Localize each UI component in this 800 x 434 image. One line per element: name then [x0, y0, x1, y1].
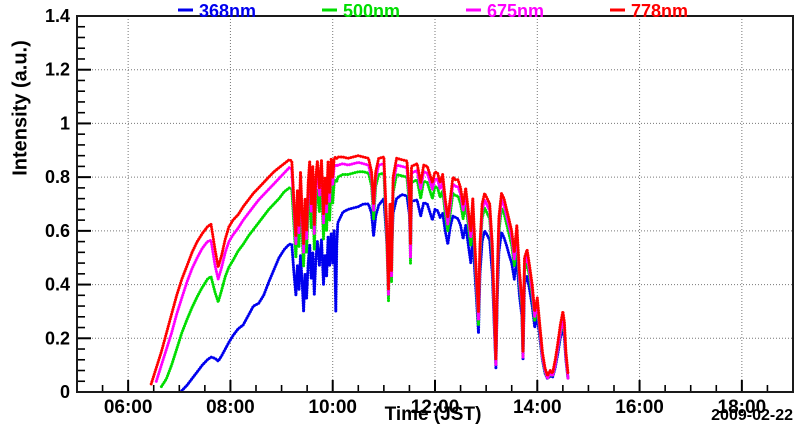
y-tick-label: 1.4 [45, 6, 70, 26]
y-tick-label: 0.2 [45, 328, 70, 348]
x-tick-label: 10:00 [308, 397, 357, 418]
plot-frame [76, 15, 794, 393]
x-tick-label: 14:00 [513, 397, 562, 418]
x-tick-label: 06:00 [104, 397, 153, 418]
y-axis-title: Intensity (a.u.) [9, 40, 32, 176]
legend-label-778nm: 778nm [631, 1, 688, 21]
legend-label-675nm: 675nm [487, 1, 544, 21]
legend-label-368nm: 368nm [199, 1, 256, 21]
series-675nm-curve [154, 160, 570, 383]
y-tick-label: 0 [60, 382, 70, 402]
date-label: 2009-02-22 [711, 407, 793, 424]
y-tick-label: 0.6 [45, 221, 70, 241]
y-tick-label: 0.8 [45, 167, 70, 187]
y-tick-label: 0.4 [45, 275, 70, 295]
x-tick-label: 16:00 [615, 397, 664, 418]
legend-label-500nm: 500nm [343, 1, 400, 21]
y-tick-label: 1 [60, 113, 70, 133]
x-tick-label: 08:00 [206, 397, 255, 418]
x-tick-label: 12:00 [411, 397, 460, 418]
x-axis-title: Time (JST) [384, 404, 482, 425]
series-778nm-curve [149, 154, 570, 386]
y-tick-label: 1.2 [45, 60, 70, 80]
x-tick-label: 18:00 [718, 397, 767, 418]
